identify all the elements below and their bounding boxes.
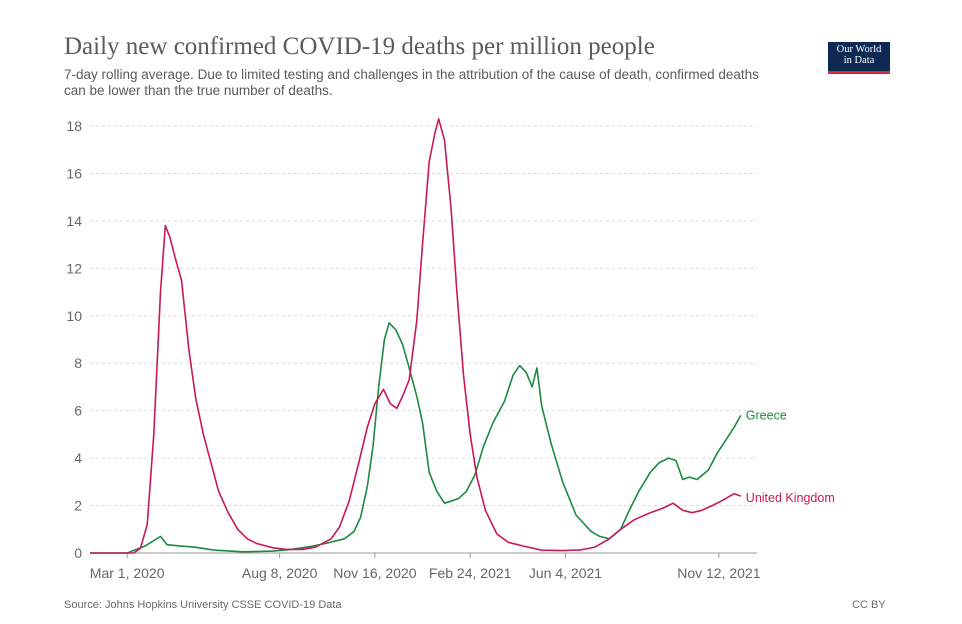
series-label: United Kingdom — [746, 491, 835, 505]
chart-title: Daily new confirmed COVID-19 deaths per … — [64, 33, 655, 60]
x-tick-label: Nov 16, 2020 — [333, 565, 416, 581]
y-tick-label: 4 — [74, 450, 82, 466]
series-line-greece — [90, 322, 742, 554]
y-tick-label: 16 — [66, 165, 82, 181]
chart-subtitle: 7-day rolling average. Due to limited te… — [64, 67, 759, 98]
logo-line-1: Our World — [836, 44, 882, 55]
y-tick-label: 14 — [66, 213, 82, 229]
license-label[interactable]: CC BY — [852, 599, 886, 611]
y-tick-label: 10 — [66, 308, 82, 324]
y-tick-label: 0 — [74, 545, 82, 561]
y-tick-label: 6 — [74, 403, 82, 419]
y-tick-label: 2 — [74, 498, 82, 514]
series-label: Greece — [746, 408, 787, 422]
line-chart: 0 2 4 6 8 10 12 14 16 18 Mar 1, 2020 Aug 8, 2020 Nov… — [66, 118, 835, 581]
x-tick-label: Jun 4, 2021 — [529, 565, 602, 581]
x-tick-label: Aug 8, 2020 — [242, 565, 318, 581]
x-tick-label: Mar 1, 2020 — [90, 565, 165, 581]
y-tick-label: 8 — [74, 355, 82, 371]
source-note[interactable]: Source: Johns Hopkins University CSSE CO… — [64, 599, 342, 611]
y-tick-label: 18 — [66, 118, 82, 134]
x-tick-label: Feb 24, 2021 — [429, 565, 512, 581]
owid-logo[interactable]: Our World in Data — [828, 42, 890, 74]
x-tick-label: Nov 12, 2021 — [677, 565, 760, 581]
y-tick-label: 12 — [66, 260, 82, 276]
series-line-united-kingdom — [90, 118, 742, 554]
logo-line-2: in Data — [843, 55, 875, 66]
